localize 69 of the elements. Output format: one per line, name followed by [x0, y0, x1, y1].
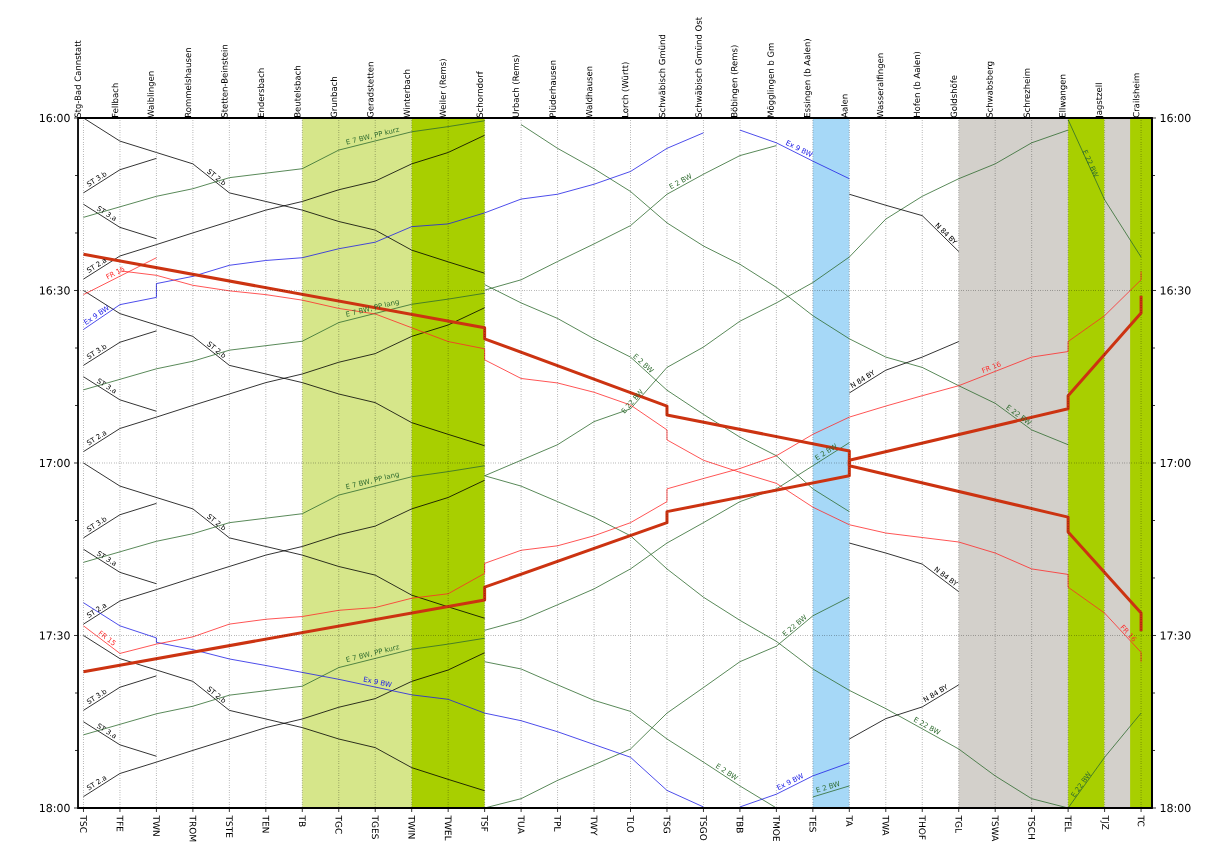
text: Crailsheim	[1132, 73, 1140, 118]
x-tick-label: TEN	[262, 815, 270, 833]
x-tick-label: TLO	[627, 815, 634, 833]
text: Schwabsberg	[986, 61, 995, 118]
x-tick-label: TROM	[189, 815, 197, 842]
x-tick-label: TSWA	[991, 815, 999, 842]
x-tick-label: TEL	[1064, 815, 1072, 832]
text: Endersbach	[257, 68, 265, 117]
y2-tick-label: 16:30	[1160, 286, 1191, 295]
x-tick-label: TFE	[116, 815, 124, 832]
x-tick-label: TUA	[517, 815, 525, 834]
text: Ellwangen	[1059, 74, 1068, 117]
x-tick-label: TSGO	[700, 815, 707, 841]
x-tick-label: TJZ	[1100, 815, 1109, 830]
text: Plüderhausen	[549, 60, 556, 117]
text: Geradstetten	[366, 62, 374, 118]
y-tick-label: 18:00	[39, 803, 70, 813]
x-tick-label: TSC	[80, 815, 87, 833]
x-tick-label: TA	[846, 815, 853, 827]
x-tick-label: TC	[1137, 815, 1145, 827]
y2-tick-label: 16:00	[1160, 113, 1191, 123]
x-tick-label: TGES	[371, 815, 379, 839]
text: Rommelshausen	[184, 48, 192, 117]
text: Beutelsbach	[294, 66, 301, 117]
y-tick-label: 17:30	[39, 631, 70, 640]
x-tick-label: TWIN	[408, 815, 415, 839]
text: Urbach (Rems)	[512, 55, 520, 118]
text: Waiblingen	[147, 71, 156, 118]
text: Stetten-Beinstein	[221, 44, 228, 118]
y-tick-label: 17:00	[39, 458, 70, 468]
x-tick-label: TWA	[882, 815, 890, 836]
x-tick-label: THOF	[918, 815, 926, 840]
x-tick-label: TMOE	[772, 815, 780, 841]
text: Weiler (Rems)	[439, 59, 447, 118]
text: Schorndorf	[476, 71, 483, 118]
text: Hofen (b Aalen)	[913, 51, 922, 117]
text: Waldhausen	[585, 66, 593, 118]
x-tick-label: TSTE	[225, 815, 233, 838]
text: Lorch (Württ)	[621, 62, 630, 117]
text: Mögglingen b Gm	[767, 43, 776, 117]
y2-tick-label: 17:30	[1160, 631, 1191, 640]
x-tick-label: TES	[809, 815, 817, 832]
text: Aalen	[841, 94, 848, 118]
text: Essingen (b Aalen)	[803, 39, 812, 117]
text: Winterbach	[403, 69, 410, 118]
text: Fellbach	[111, 83, 119, 117]
text: Böbingen (Rems)	[730, 45, 740, 117]
x-tick-label: TSF	[481, 815, 489, 832]
x-tick-label: TWY	[590, 815, 598, 836]
x-tick-label: TWN	[153, 815, 160, 836]
y-tick-label: 16:00	[39, 113, 70, 123]
text: Wasseralfingen	[876, 53, 885, 118]
text: Grunbach	[330, 77, 338, 118]
x-tick-label: TGC	[335, 815, 343, 834]
x-tick-label: TSCH	[1028, 815, 1036, 839]
text: Schwäbisch Gmünd Ost	[695, 17, 702, 118]
x-tick-label: TGL	[955, 815, 963, 833]
text: Goldshöfe	[950, 75, 958, 118]
x-tick-label: TBB	[736, 815, 744, 833]
y2-tick-label: 18:00	[1160, 803, 1191, 813]
text: Stg-Bad Cannstatt	[74, 40, 83, 118]
x-tick-label: TWEL	[444, 815, 452, 841]
text: Schwäbisch Gmünd	[658, 34, 666, 118]
y2-tick-label: 17:00	[1160, 458, 1191, 468]
x-tick-label: TPL	[554, 815, 561, 832]
text: Schrezheim	[1023, 68, 1030, 118]
x-tick-label: TSG	[663, 815, 671, 833]
y-tick-label: 16:30	[39, 286, 70, 295]
x-tick-label: TB	[299, 815, 306, 827]
